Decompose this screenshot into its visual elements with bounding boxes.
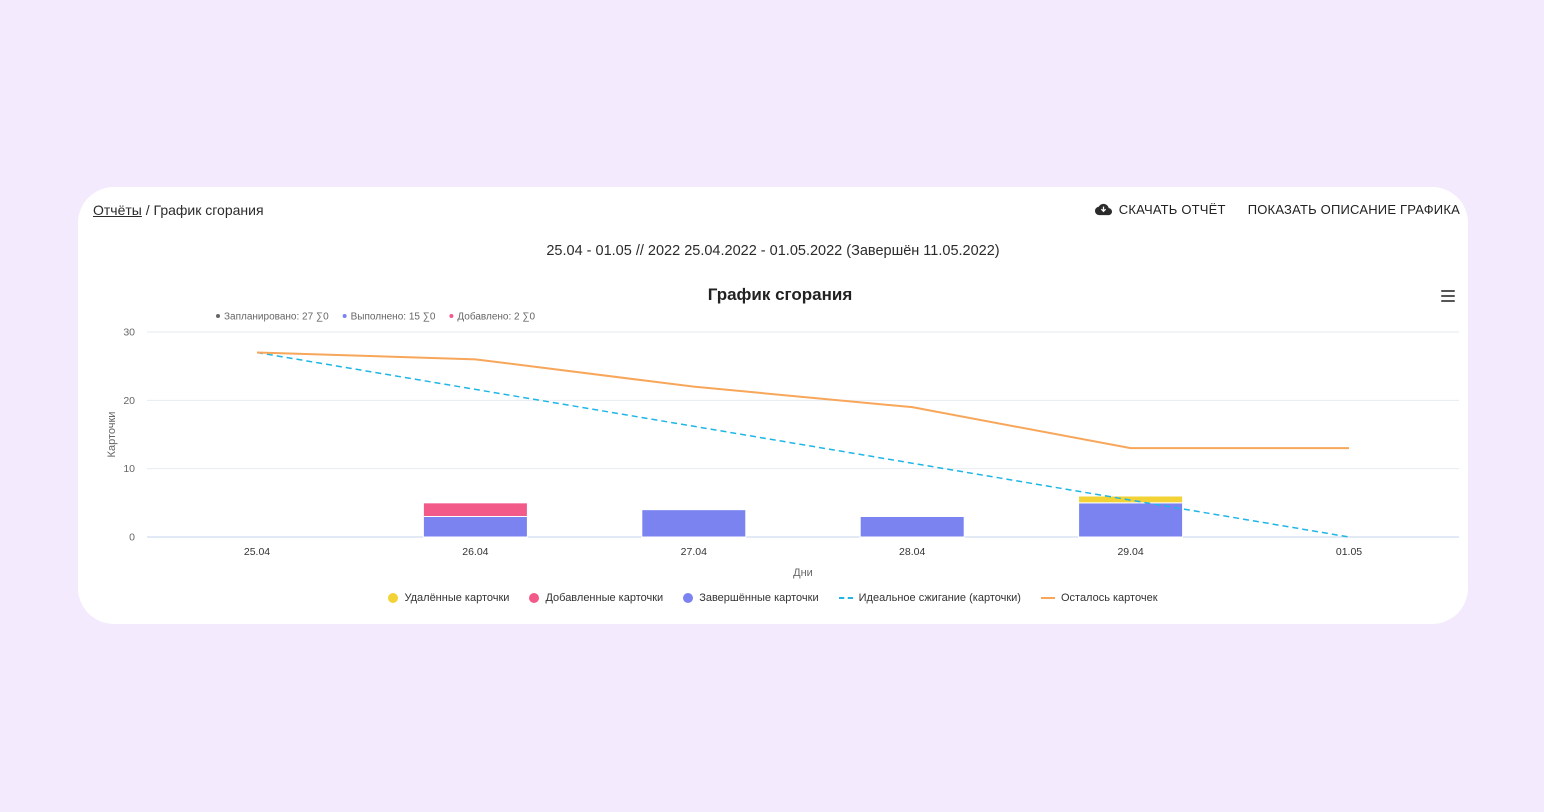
summary-item-1: Выполнено: 15 ∑0 (351, 312, 436, 323)
legend-swatch (1040, 597, 1055, 599)
chart-legend: Удалённые карточки Добавленные карточки За… (78, 592, 1468, 604)
legend-label: Добавленные карточки (545, 592, 664, 604)
burndown-chart: График сгорания Запланировано: 27 ∑0 Выпол… (106, 285, 1459, 579)
download-report-button[interactable]: СКАЧАТЬ ОТЧЁТ (1094, 202, 1226, 217)
summary-item-0: Запланировано: 27 ∑0 (224, 312, 329, 323)
legend-item-4[interactable]: Осталось карточек (1040, 592, 1158, 604)
show-description-label: ПОКАЗАТЬ ОПИСАНИЕ ГРАФИКА (1247, 202, 1460, 217)
y-tick-label: 30 (123, 327, 135, 339)
bar-26.04-1 (422, 502, 528, 518)
legend-label: Идеальное сжигание (карточки) (858, 592, 1021, 604)
summary-dot-2 (449, 314, 454, 318)
legend-item-3[interactable]: Идеальное сжигание (карточки) (838, 592, 1021, 604)
x-tick-label: 28.04 (899, 546, 925, 558)
legend-swatch (529, 593, 540, 603)
breadcrumb-current: График сгорания (153, 202, 264, 218)
breadcrumb: Отчёты / График сгорания (93, 202, 264, 218)
chart-menu-icon[interactable] (1441, 290, 1455, 302)
summary-dot-1 (342, 314, 347, 318)
bar-29.04-0 (1078, 502, 1184, 538)
legend-label: Удалённые карточки (404, 592, 510, 604)
summary-dot-0 (216, 314, 220, 318)
summary-item-2: Добавлено: 2 ∑0 (457, 311, 535, 323)
burndown-card: Отчёты / График сгорания СКАЧАТЬ ОТЧЁТ П… (78, 187, 1468, 624)
ideal-burndown-line (256, 351, 1350, 538)
chart-title: График сгорания (708, 285, 853, 304)
x-tick-label: 27.04 (681, 546, 707, 558)
remaining-cards-line (256, 351, 1349, 450)
legend-swatch (388, 593, 399, 603)
x-tick-label: 29.04 (1117, 546, 1143, 558)
header-actions: СКАЧАТЬ ОТЧЁТ ПОКАЗАТЬ ОПИСАНИЕ ГРАФИКА (1094, 202, 1460, 217)
y-tick-label: 20 (123, 395, 135, 407)
legend-swatch (683, 593, 694, 603)
show-description-button[interactable]: ПОКАЗАТЬ ОПИСАНИЕ ГРАФИКА (1248, 202, 1460, 217)
bar-26.04-0 (422, 516, 528, 538)
x-tick-label: 26.04 (462, 546, 488, 558)
legend-item-2[interactable]: Завершённые карточки (683, 592, 819, 604)
bar-28.04-0 (859, 516, 965, 538)
cloud-download-icon (1094, 203, 1112, 216)
breadcrumb-reports-link[interactable]: Отчёты (93, 202, 142, 218)
bar-27.04-0 (641, 509, 747, 538)
legend-item-0[interactable]: Удалённые карточки (388, 592, 509, 604)
y-axis-label: Карточки (106, 412, 118, 458)
download-report-label: СКАЧАТЬ ОТЧЁТ (1118, 202, 1226, 217)
x-axis-label: Дни (793, 567, 813, 579)
sprint-period: 25.04 - 01.05 // 2022 25.04.2022 - 01.05… (546, 243, 1000, 259)
y-tick-label: 0 (129, 532, 135, 544)
x-tick-label: 25.04 (244, 546, 270, 558)
legend-label: Осталось карточек (1060, 592, 1158, 604)
breadcrumb-separator: / (141, 202, 154, 218)
legend-label: Завершённые карточки (699, 592, 819, 604)
legend-swatch (838, 597, 853, 599)
y-tick-label: 10 (123, 463, 135, 475)
legend-item-1[interactable]: Добавленные карточки (529, 592, 663, 604)
x-tick-label: 01.05 (1336, 546, 1362, 558)
